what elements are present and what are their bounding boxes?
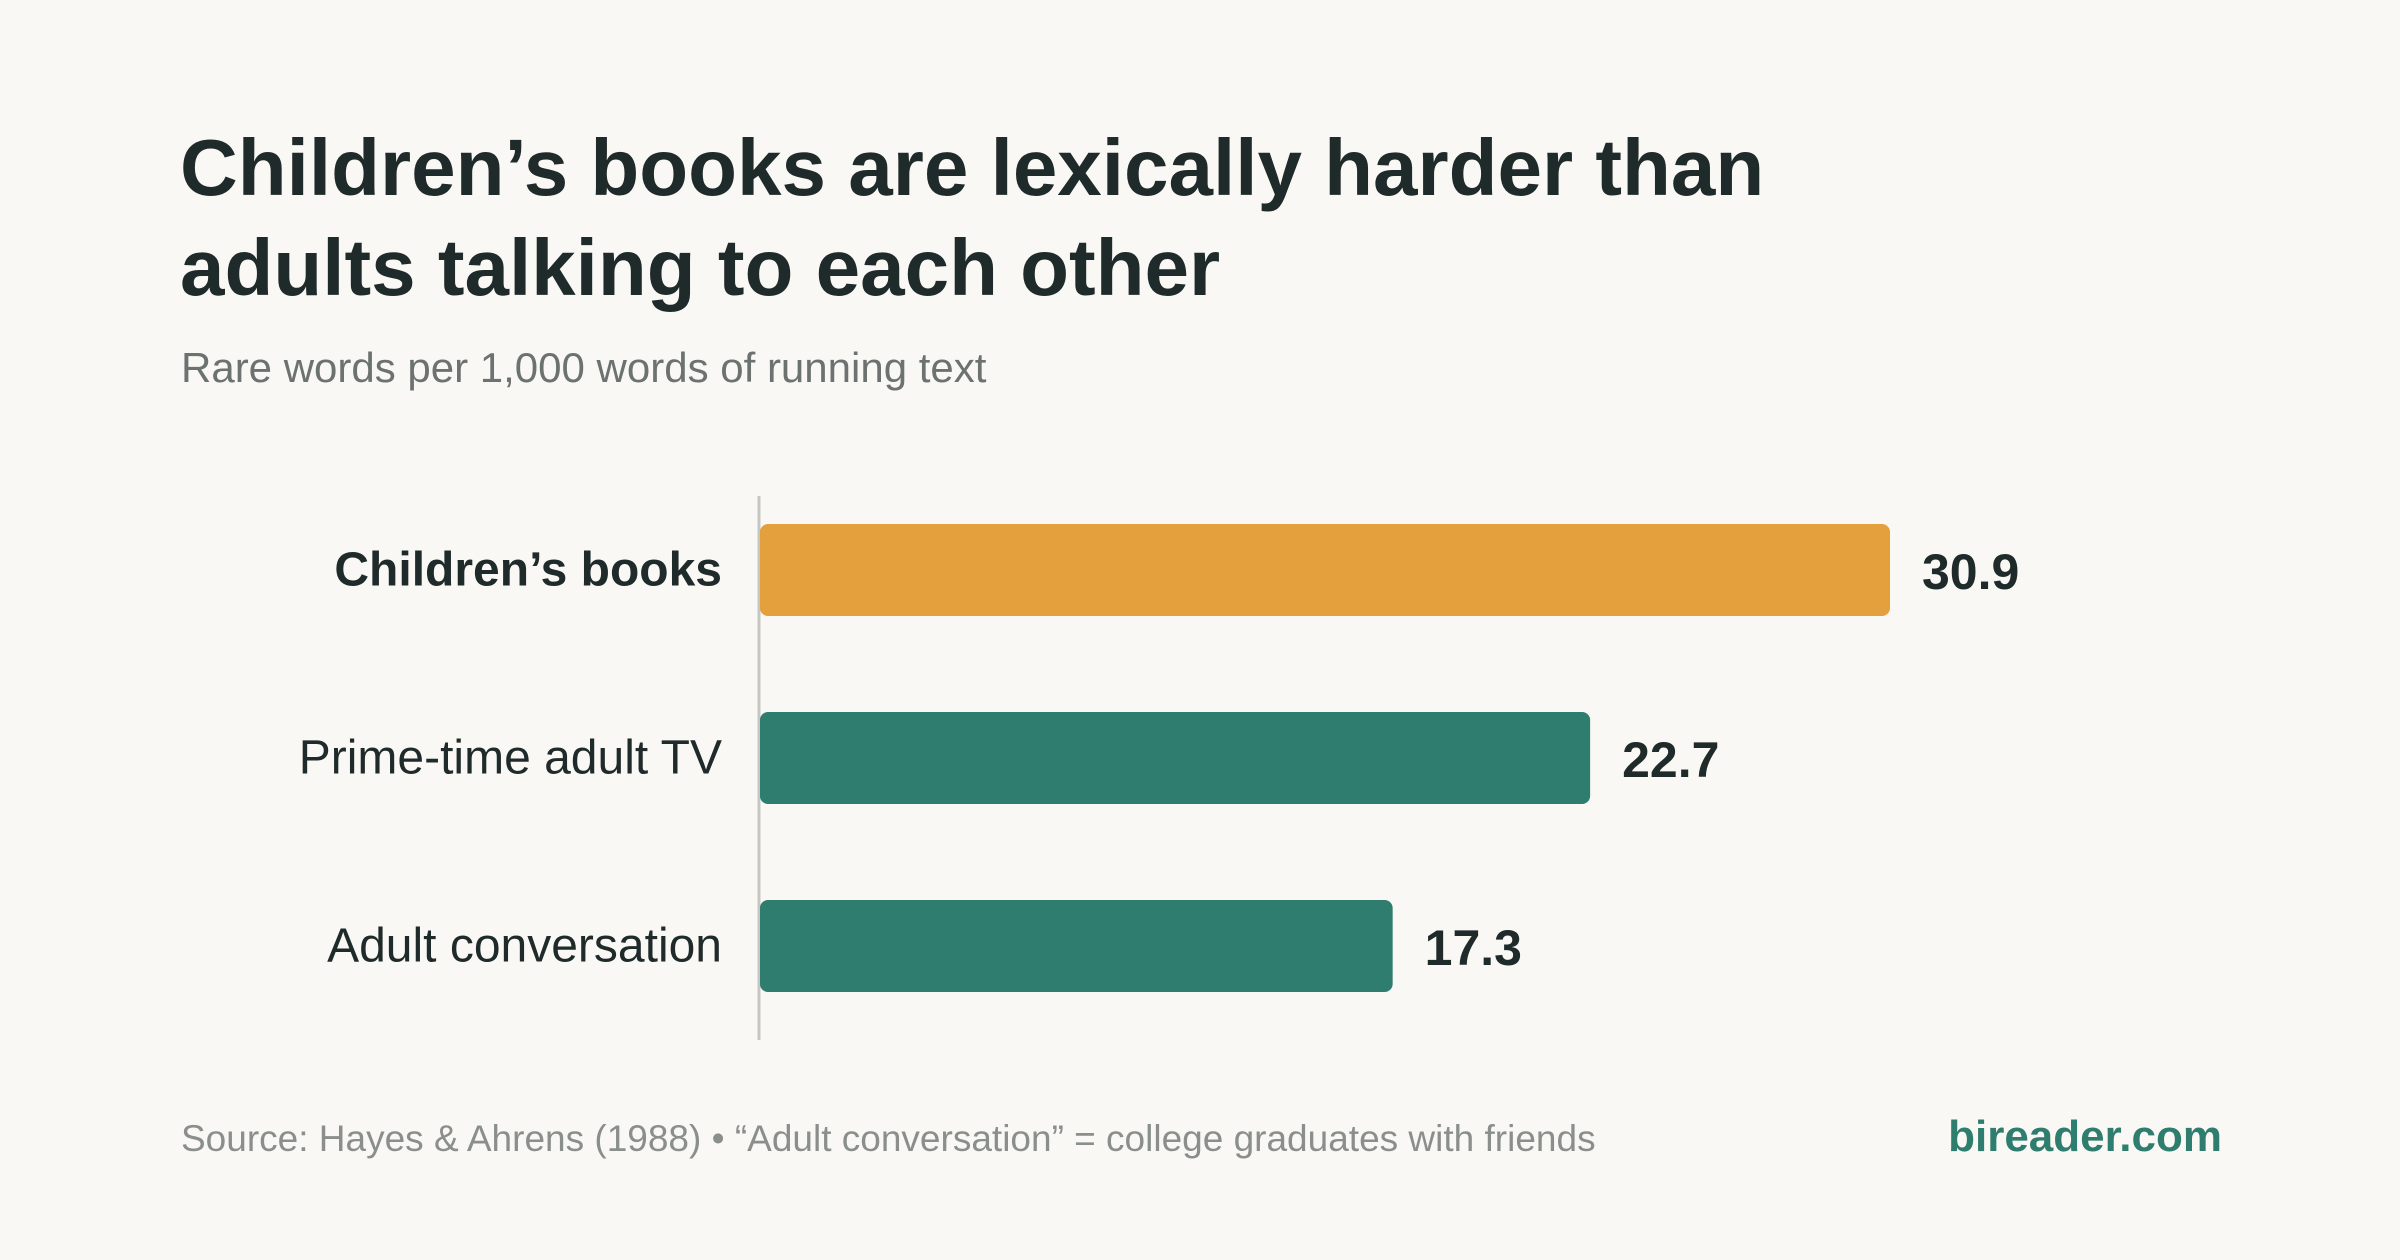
chart-subtitle: Rare words per 1,000 words of running te… [181, 344, 987, 391]
category-label-1: Prime-time adult TV [299, 732, 722, 785]
source-note: Source: Hayes & Ahrens (1988) • “Adult c… [181, 1118, 1596, 1159]
value-label-0: 30.9 [1922, 544, 2019, 600]
chart-title: Children’s books are lexically harder th… [180, 123, 1765, 312]
category-label-0: Children’s books [334, 544, 722, 597]
brand-link[interactable]: bireader.com [1948, 1112, 2222, 1161]
value-label-2: 17.3 [1425, 920, 1522, 976]
bars-group: Children’s books 30.9 Prime-time adult TV 2… [299, 524, 2019, 992]
value-label-1: 22.7 [1622, 732, 1719, 788]
bar-0 [760, 524, 1890, 616]
category-label-2: Adult conversation [327, 920, 722, 973]
bar-1 [760, 712, 1591, 804]
bar-2 [760, 900, 1393, 992]
